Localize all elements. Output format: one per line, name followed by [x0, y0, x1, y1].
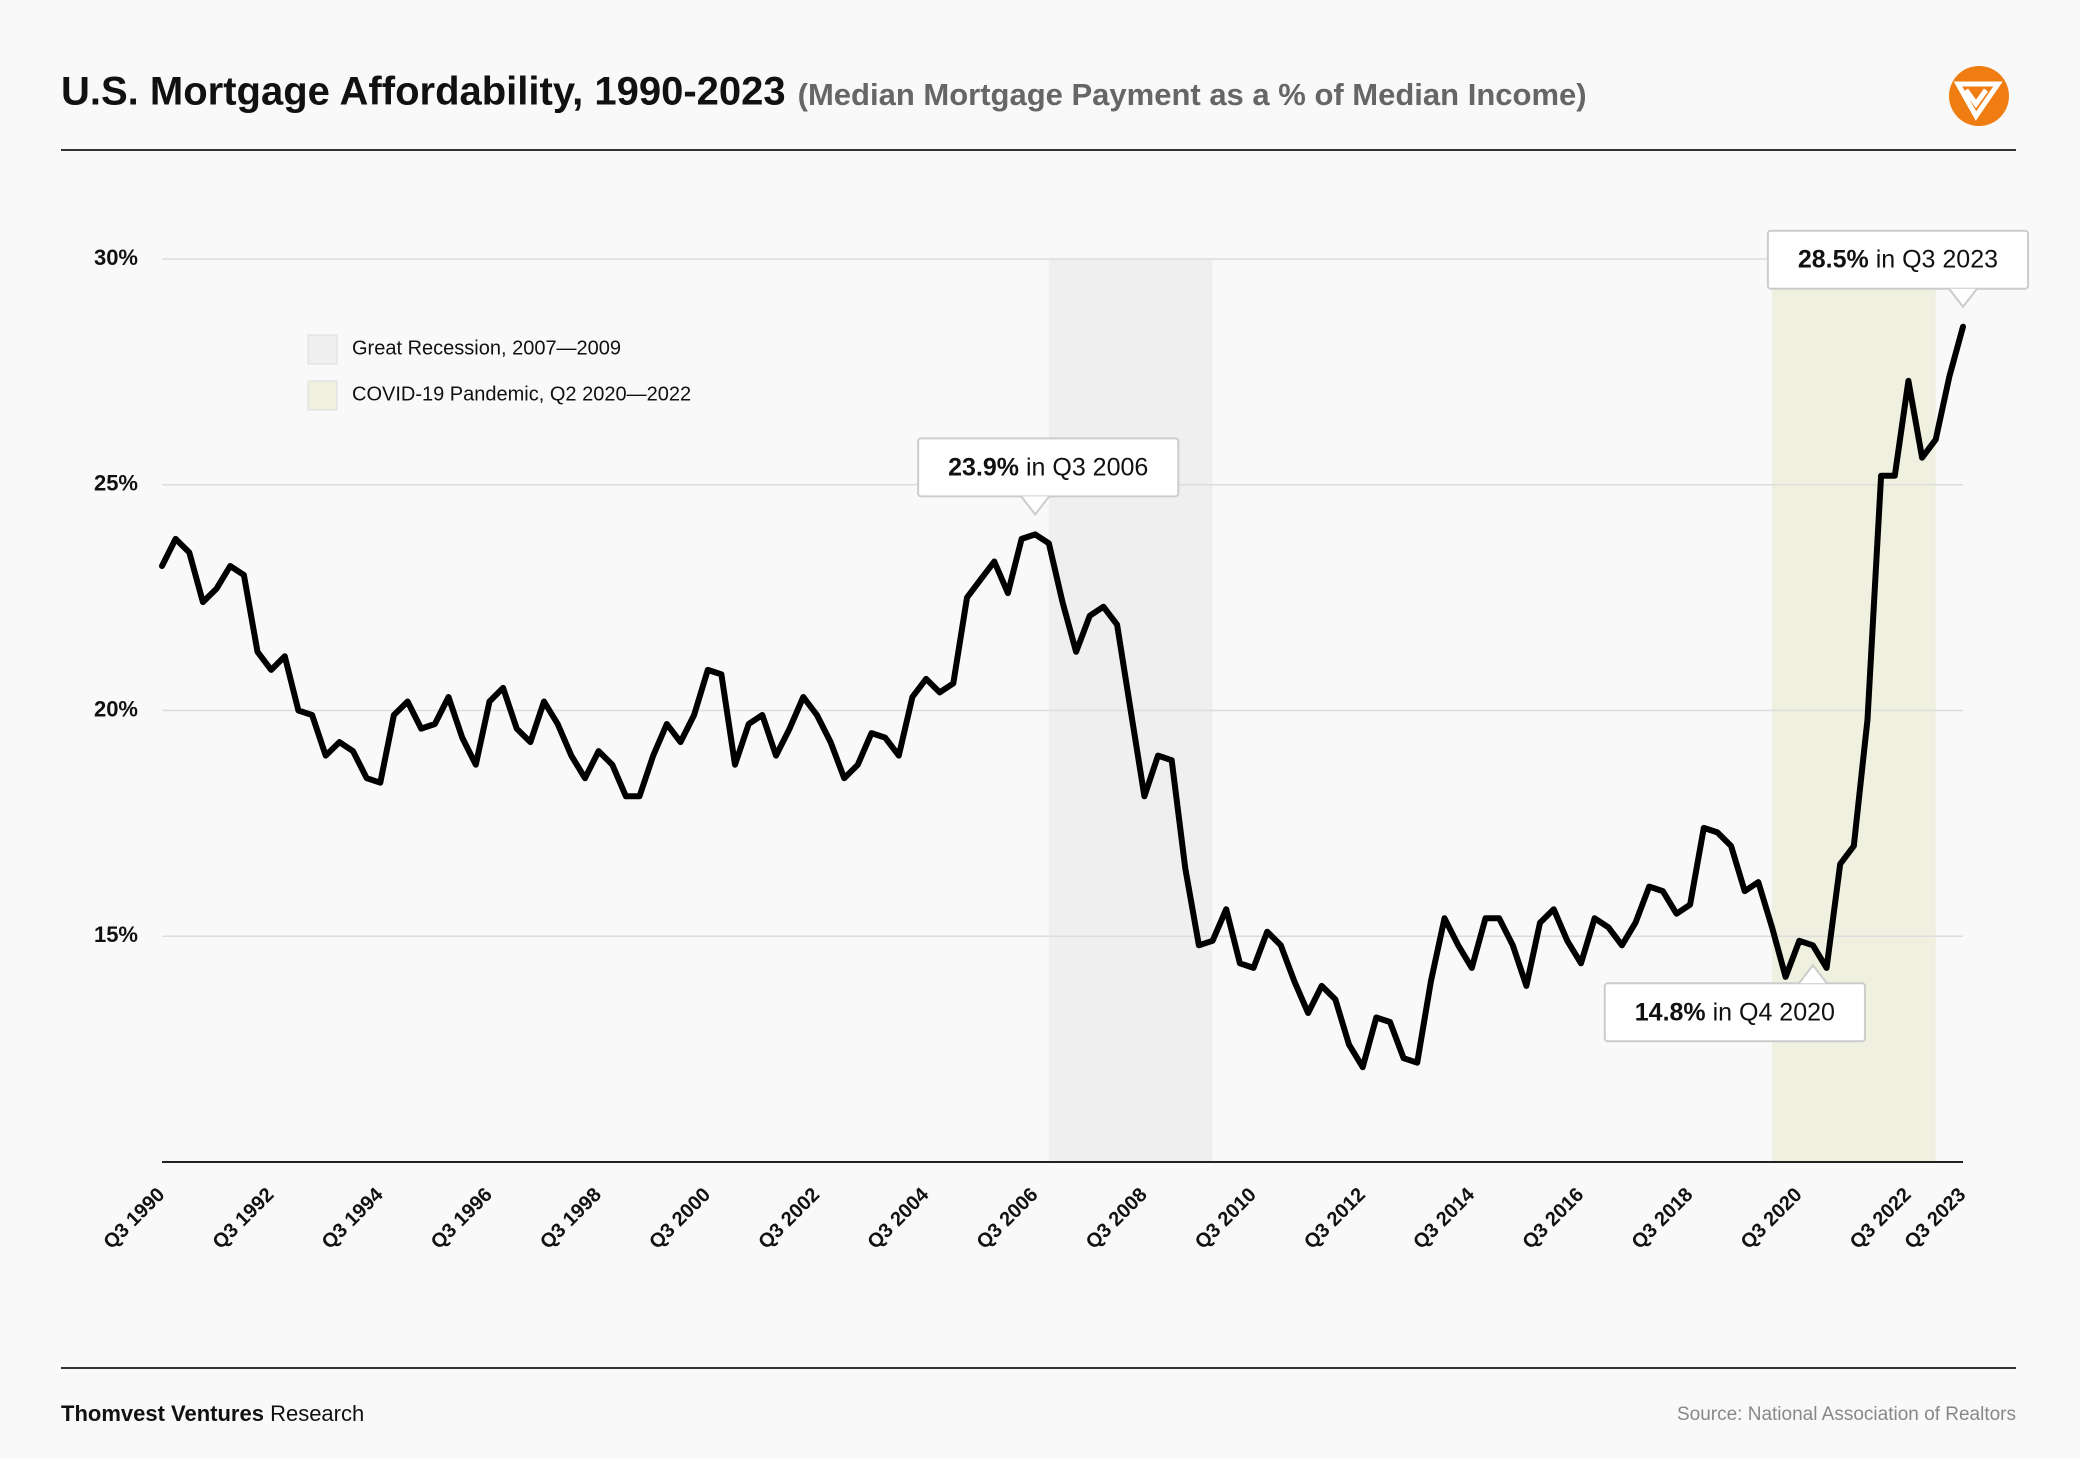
annotation: 28.5% in Q3 2023 — [1766, 229, 2030, 309]
annotation-pointer — [1948, 288, 1978, 309]
annotation-box — [1603, 982, 1866, 1043]
annotation-text: 28.5% in Q3 2023 — [1798, 245, 1998, 273]
annotation-text: 23.9% in Q3 2006 — [948, 453, 1148, 481]
annotation-text: 14.8% in Q4 2020 — [1635, 998, 1835, 1026]
footer-brand: Thomvest Ventures — [61, 1401, 264, 1426]
annotation-value: 23.9% — [948, 453, 1019, 481]
annotation-box — [1766, 229, 2030, 290]
line — [159, 323, 1966, 1071]
annotation-label: in Q3 2023 — [1876, 245, 1998, 273]
legend-label: COVID-19 Pandemic, Q2 2020—2022 — [352, 383, 691, 405]
y-tick-label: 25% — [94, 471, 138, 496]
annotation-value: 28.5% — [1798, 245, 1869, 273]
chart-subtitle: (Median Mortgage Payment as a % of Media… — [798, 77, 1587, 112]
annotation: 14.8% in Q4 2020 — [1603, 963, 1866, 1043]
annotation-pointer — [1798, 963, 1828, 984]
annotation-label: in Q4 2020 — [1713, 998, 1835, 1026]
annotation-value: 14.8% — [1635, 998, 1706, 1026]
legend-label: Great Recession, 2007—2009 — [352, 337, 621, 359]
logo-mark — [1953, 81, 2003, 121]
chart-title: U.S. Mortgage Affordability, 1990-2023 — [61, 70, 786, 114]
legend-swatch — [307, 380, 338, 411]
annotation: 23.9% in Q3 2006 — [917, 437, 1180, 517]
y-tick-label: 20% — [94, 696, 138, 721]
logo — [1949, 66, 2009, 126]
y-tick-label: 30% — [94, 245, 138, 270]
annotation-label: in Q3 2006 — [1026, 453, 1148, 481]
legend-swatch — [307, 334, 338, 365]
source: Source: National Association of Realtors — [1677, 1404, 2016, 1425]
footer-label: Research — [270, 1401, 364, 1426]
y-tick-label: 15% — [94, 922, 138, 947]
footer: Thomvest Ventures Research — [61, 1401, 364, 1426]
annotation-pointer — [1020, 495, 1050, 517]
